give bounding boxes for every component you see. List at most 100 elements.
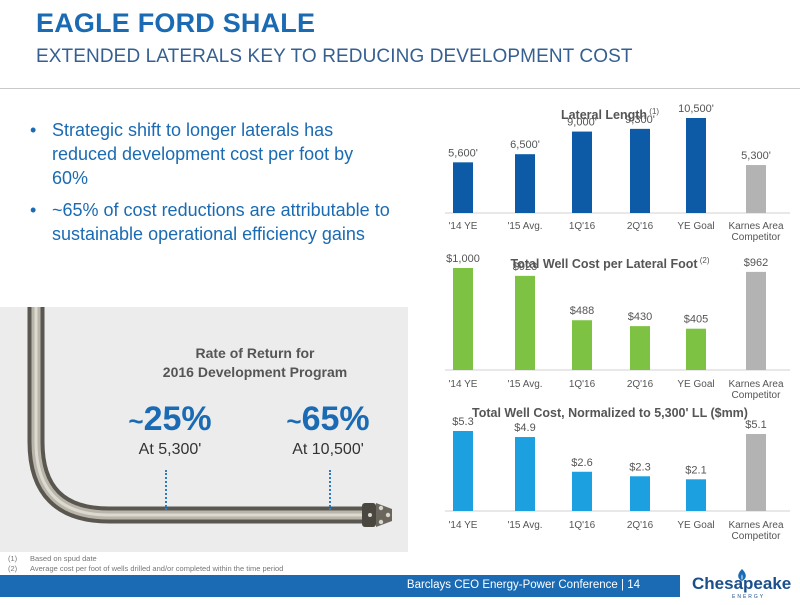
chart-bar <box>686 118 706 213</box>
chart-tick-label: YE Goal <box>677 520 714 531</box>
chart-title: Total Well Cost, Normalized to 5,300' LL… <box>472 406 748 420</box>
page-title: EAGLE FORD SHALE <box>36 8 316 38</box>
bullet-text: Strategic shift to longer laterals has r… <box>52 120 354 188</box>
chart-tick-label: YE Goal <box>677 379 714 390</box>
chart-tick-label: '14 YE <box>449 520 478 531</box>
flame-icon <box>738 569 746 581</box>
bullet-text: ~65% of cost reductions are attributable… <box>52 200 390 244</box>
bullet-item: • Strategic shift to longer laterals has… <box>30 118 390 190</box>
footnote-text: Based on spud date <box>30 554 97 563</box>
footnote-text: Average cost per foot of wells drilled a… <box>30 564 284 573</box>
chart-data-label: $923 <box>513 261 537 273</box>
footnote: (2) Average cost per foot of wells drille… <box>8 564 283 574</box>
chart-data-label: $2.3 <box>629 461 650 473</box>
ror-label-10500: At 10,500' <box>292 441 364 458</box>
chart-bar <box>572 471 592 511</box>
chart-bar <box>453 268 473 370</box>
footnotes: (1) Based on spud date (2) Average cost pe… <box>8 554 283 574</box>
chart-data-label: 5,300' <box>741 150 771 162</box>
chart-data-label: 6,500' <box>510 139 540 151</box>
ror-label-5300: At 5,300' <box>138 441 202 458</box>
bar-chart: Total Well Cost, Normalized to 5,300' LL… <box>445 406 790 542</box>
chart-data-label: $488 <box>570 305 594 317</box>
chart-data-label: $5.1 <box>745 419 766 431</box>
ror-value-5300: ~25% <box>120 400 220 439</box>
ror-approx-marker: ~ <box>128 406 144 436</box>
bar-chart: Lateral Length (1) 5,600' '14 YE 6,500' '15 … <box>445 103 790 243</box>
chart-data-label: 10,500' <box>678 103 714 115</box>
chart-data-label: $4.9 <box>514 422 535 434</box>
bullet-list: • Strategic shift to longer laterals has… <box>30 118 390 254</box>
chart-bar <box>515 154 535 213</box>
footnote: (1) Based on spud date <box>8 554 283 564</box>
chart-data-label: $430 <box>628 311 652 323</box>
chart-bar <box>746 271 766 370</box>
chart-tick-label: Competitor <box>732 390 782 401</box>
chart-data-label: 9,300' <box>625 114 655 126</box>
chart-bar <box>630 326 650 370</box>
chart-data-label: $5.3 <box>452 416 473 428</box>
marker-line-10500 <box>329 470 331 510</box>
chart-bar <box>746 434 766 511</box>
chart-tick-label: Karnes Area <box>728 520 783 531</box>
chart-tick-label: Competitor <box>732 531 782 542</box>
wellbore-illustration <box>27 307 392 527</box>
chart-data-label: $2.6 <box>571 457 592 469</box>
chart-tick-label: 2Q'16 <box>627 221 654 232</box>
chart-tick-label: YE Goal <box>677 221 714 232</box>
chart-tick-label: 2Q'16 <box>627 520 654 531</box>
marker-line-5300 <box>165 470 167 510</box>
drill-bit-icon <box>362 503 392 527</box>
logo-wordmark: Chesapeake <box>692 574 791 593</box>
chart-data-label: 5,600' <box>448 147 478 159</box>
footer-bar <box>0 575 680 597</box>
page-subtitle: EXTENDED LATERALS KEY TO REDUCING DEVELO… <box>36 46 633 67</box>
chart-data-label: $962 <box>744 257 768 269</box>
chart-tick-label: Karnes Area <box>728 379 783 390</box>
chart-bar <box>515 275 535 370</box>
chart-data-label: $1,000 <box>446 253 480 265</box>
chart-bar <box>572 131 592 213</box>
chart-title: Lateral Length (1) <box>561 107 659 122</box>
chart-bar <box>630 476 650 511</box>
chart-bar <box>572 320 592 370</box>
chart-data-label: $2.1 <box>685 464 706 476</box>
chart-bar <box>453 431 473 511</box>
chart-tick-label: 2Q'16 <box>627 379 654 390</box>
bullet-marker: • <box>30 200 37 220</box>
title-divider <box>0 88 800 89</box>
ror-title: Rate of Return for 2016 Development Prog… <box>150 344 360 382</box>
company-logo: Chesapeake ENERGY <box>690 565 800 600</box>
chart-bar <box>746 165 766 213</box>
chart-bar <box>630 128 650 213</box>
ror-value-text: 25% <box>143 400 212 438</box>
chart-tick-label: '15 Avg. <box>507 520 542 531</box>
chart-title: Total Well Cost per Lateral Foot (2) <box>510 256 709 271</box>
footnote-marker: (2) <box>8 564 18 573</box>
footnote-marker: (1) <box>8 554 18 563</box>
bar-chart: Total Well Cost per Lateral Foot (2) $1,0… <box>445 253 790 401</box>
bullet-marker: • <box>30 120 37 140</box>
chart-tick-label: '14 YE <box>449 379 478 390</box>
chart-tick-label: '14 YE <box>449 221 478 232</box>
chart-bar <box>515 437 535 511</box>
ror-value-text: 65% <box>301 400 370 438</box>
footer-text: Barclays CEO Energy-Power Conference | 1… <box>406 579 640 591</box>
bullet-item: • ~65% of cost reductions are attributab… <box>30 198 390 246</box>
chart-data-label: 9,000' <box>567 117 597 129</box>
chart-tick-label: 1Q'16 <box>569 520 596 531</box>
ror-value-10500: ~65% <box>278 400 378 439</box>
chart-data-label: $405 <box>684 314 708 326</box>
ror-approx-marker: ~ <box>286 406 302 436</box>
chart-tick-label: 1Q'16 <box>569 379 596 390</box>
well-diagram-panel <box>0 307 408 552</box>
chart-tick-label: Karnes Area <box>728 221 783 232</box>
chart-tick-label: Competitor <box>732 232 782 243</box>
chart-tick-label: '15 Avg. <box>507 379 542 390</box>
chart-bar <box>686 328 706 370</box>
chart-bar <box>686 479 706 511</box>
chart-bar <box>453 162 473 213</box>
chart-tick-label: 1Q'16 <box>569 221 596 232</box>
ror-title-line2: 2016 Development Program <box>162 364 348 380</box>
